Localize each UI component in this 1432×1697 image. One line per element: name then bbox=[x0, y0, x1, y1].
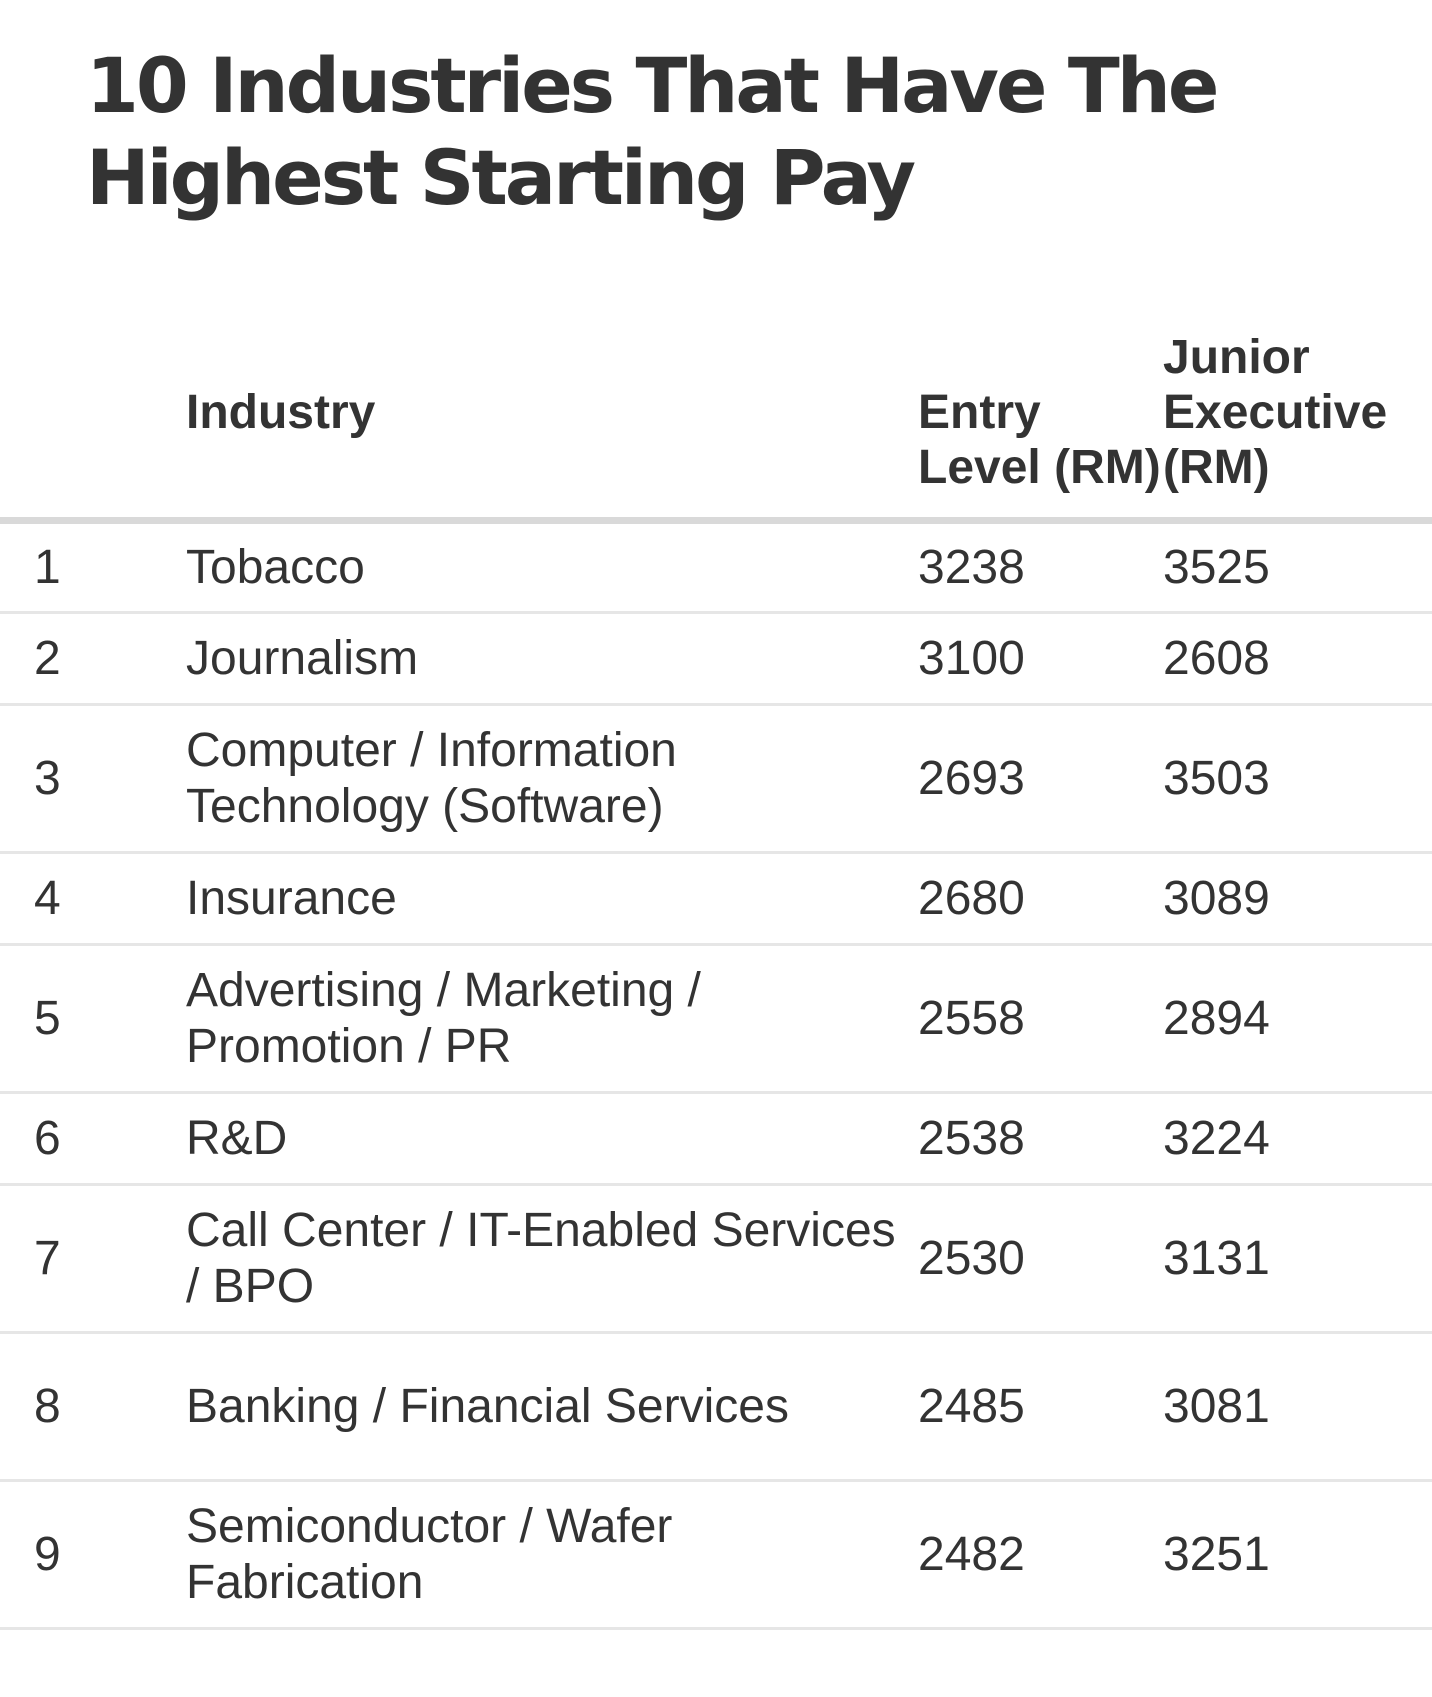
entry-level-cell: 3100 bbox=[918, 612, 1163, 706]
junior-executive-cell: 3089 bbox=[1163, 852, 1432, 946]
table-body: 1 Tobacco 3238 3525 2 Journalism 3100 2608 3 Comp… bbox=[0, 520, 1432, 1630]
junior-executive-cell: 3081 bbox=[1163, 1332, 1432, 1482]
rank-cell: 5 bbox=[0, 944, 186, 1094]
industry-cell: Insurance bbox=[186, 852, 918, 946]
junior-executive-cell: 3503 bbox=[1163, 704, 1432, 854]
table-row: 2 Journalism 3100 2608 bbox=[0, 612, 1432, 706]
header-entry-level: Entry Level (RM) bbox=[918, 330, 1163, 524]
entry-level-cell: 2693 bbox=[918, 704, 1163, 854]
table-row: 1 Tobacco 3238 3525 bbox=[0, 520, 1432, 614]
entry-level-cell: 2530 bbox=[918, 1184, 1163, 1334]
junior-executive-cell: 3525 bbox=[1163, 520, 1432, 614]
entry-level-cell: 3238 bbox=[918, 520, 1163, 614]
industry-cell: Banking / Financial Services bbox=[186, 1332, 918, 1482]
industry-cell: R&D bbox=[186, 1092, 918, 1186]
rank-cell: 7 bbox=[0, 1184, 186, 1334]
table-row: 7 Call Center / IT-Enabled Services / BPO… bbox=[0, 1184, 1432, 1334]
entry-level-cell: 2482 bbox=[918, 1480, 1163, 1630]
table-header-row: Industry Entry Level (RM) Junior Executi… bbox=[0, 330, 1432, 524]
table-row: 5 Advertising / Marketing / Promotion / P… bbox=[0, 944, 1432, 1094]
rank-cell: 8 bbox=[0, 1332, 186, 1482]
table-row: 4 Insurance 2680 3089 bbox=[0, 852, 1432, 946]
table-row: 9 Semiconductor / Wafer Fabrication 2482 32… bbox=[0, 1480, 1432, 1630]
industry-cell: Computer / Information Technology (Softw… bbox=[186, 704, 918, 854]
industry-cell: Journalism bbox=[186, 612, 918, 706]
rank-cell: 3 bbox=[0, 704, 186, 854]
junior-executive-cell: 2894 bbox=[1163, 944, 1432, 1094]
page-title: 10 Industries That Have The Highest Star… bbox=[86, 41, 1219, 222]
industry-cell: Tobacco bbox=[186, 520, 918, 614]
table-row: 3 Computer / Information Technology (Soft… bbox=[0, 704, 1432, 854]
industry-cell: Advertising / Marketing / Promotion / PR bbox=[186, 944, 918, 1094]
header-industry: Industry bbox=[186, 330, 918, 524]
junior-executive-cell: 3251 bbox=[1163, 1480, 1432, 1630]
rank-cell: 2 bbox=[0, 612, 186, 706]
industry-cell: Call Center / IT-Enabled Services / BPO bbox=[186, 1184, 918, 1334]
rank-cell: 1 bbox=[0, 520, 186, 614]
entry-level-cell: 2680 bbox=[918, 852, 1163, 946]
table-row: 6 R&D 2538 3224 bbox=[0, 1092, 1432, 1186]
header-rank bbox=[0, 330, 186, 524]
industry-cell: Semiconductor / Wafer Fabrication bbox=[186, 1480, 918, 1630]
salary-table: Industry Entry Level (RM) Junior Executi… bbox=[0, 330, 1432, 1630]
table-row: 8 Banking / Financial Services 2485 3081 bbox=[0, 1332, 1432, 1482]
junior-executive-cell: 2608 bbox=[1163, 612, 1432, 706]
header-junior-executive: Junior Executive (RM) bbox=[1163, 330, 1432, 524]
junior-executive-cell: 3224 bbox=[1163, 1092, 1432, 1186]
entry-level-cell: 2538 bbox=[918, 1092, 1163, 1186]
salary-table-container: Industry Entry Level (RM) Junior Executi… bbox=[0, 330, 1432, 1630]
entry-level-cell: 2485 bbox=[918, 1332, 1163, 1482]
junior-executive-cell: 3131 bbox=[1163, 1184, 1432, 1334]
entry-level-cell: 2558 bbox=[918, 944, 1163, 1094]
rank-cell: 4 bbox=[0, 852, 186, 946]
rank-cell: 9 bbox=[0, 1480, 186, 1630]
rank-cell: 6 bbox=[0, 1092, 186, 1186]
